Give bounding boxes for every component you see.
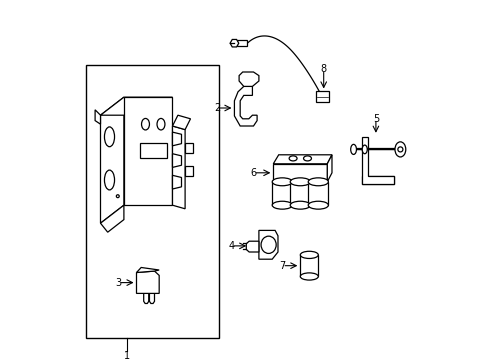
Bar (316, 91, 328, 102)
Bar (237, 40, 247, 46)
Ellipse shape (116, 195, 119, 198)
Ellipse shape (300, 273, 318, 280)
Ellipse shape (288, 156, 296, 161)
Polygon shape (101, 97, 172, 115)
Bar (140, 143, 167, 158)
Polygon shape (123, 97, 172, 205)
Ellipse shape (303, 156, 311, 161)
Polygon shape (239, 72, 258, 86)
Bar (86, 65, 219, 338)
Polygon shape (273, 164, 326, 182)
Polygon shape (136, 267, 159, 273)
Polygon shape (172, 132, 181, 146)
Polygon shape (230, 40, 238, 47)
Polygon shape (101, 205, 123, 232)
Text: 6: 6 (250, 168, 256, 178)
Polygon shape (273, 155, 331, 164)
Ellipse shape (350, 144, 356, 154)
Text: 7: 7 (279, 261, 285, 271)
Polygon shape (172, 126, 185, 209)
Text: 4: 4 (227, 241, 234, 251)
Ellipse shape (141, 118, 149, 130)
Ellipse shape (289, 178, 310, 186)
Ellipse shape (272, 201, 292, 209)
Polygon shape (172, 154, 181, 167)
Polygon shape (101, 97, 123, 223)
Text: 3: 3 (115, 278, 122, 288)
Text: 5: 5 (372, 114, 378, 124)
Ellipse shape (307, 178, 328, 186)
Ellipse shape (272, 178, 292, 186)
Text: 2: 2 (214, 103, 220, 113)
Polygon shape (172, 115, 190, 130)
Polygon shape (172, 175, 181, 189)
Polygon shape (307, 182, 328, 205)
Ellipse shape (104, 170, 114, 190)
Ellipse shape (289, 201, 310, 209)
Ellipse shape (397, 147, 402, 152)
Polygon shape (258, 230, 277, 259)
Bar (185, 143, 193, 153)
Polygon shape (136, 271, 159, 293)
Polygon shape (361, 176, 393, 184)
Bar (185, 166, 193, 176)
Bar (300, 255, 318, 276)
Polygon shape (289, 182, 310, 205)
Polygon shape (246, 241, 258, 252)
Ellipse shape (394, 142, 405, 157)
Ellipse shape (157, 118, 164, 130)
Polygon shape (361, 137, 393, 184)
Polygon shape (95, 110, 101, 124)
Ellipse shape (104, 127, 114, 147)
Ellipse shape (300, 251, 318, 258)
Ellipse shape (307, 201, 328, 209)
Polygon shape (326, 155, 331, 182)
Text: 1: 1 (124, 351, 130, 360)
Polygon shape (272, 182, 292, 205)
Ellipse shape (261, 236, 276, 253)
Text: 8: 8 (320, 64, 326, 75)
Polygon shape (234, 86, 257, 126)
Ellipse shape (362, 145, 366, 154)
